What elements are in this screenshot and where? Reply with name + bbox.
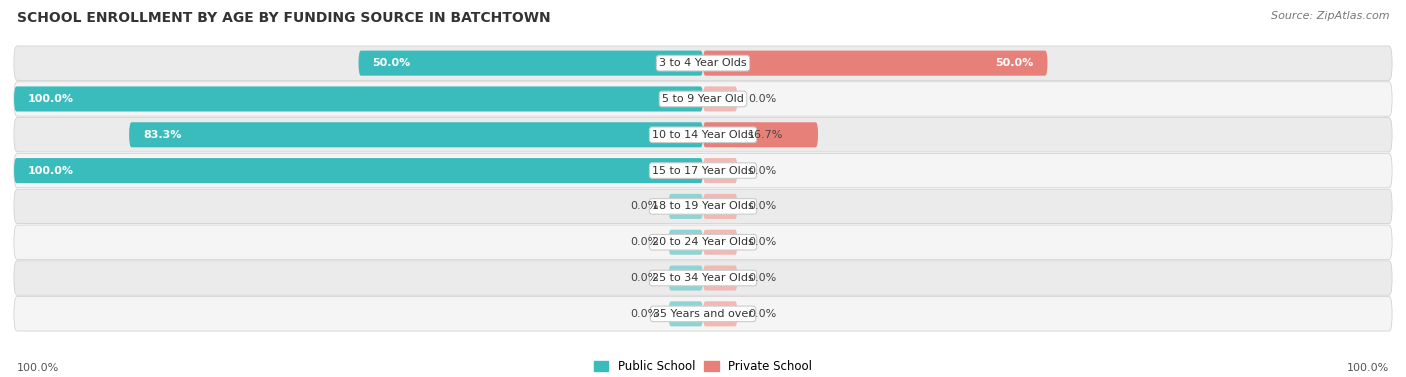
FancyBboxPatch shape <box>703 51 1047 76</box>
FancyBboxPatch shape <box>14 297 1392 331</box>
Text: 0.0%: 0.0% <box>748 94 776 104</box>
FancyBboxPatch shape <box>14 153 1392 188</box>
FancyBboxPatch shape <box>703 194 738 219</box>
Text: 3 to 4 Year Olds: 3 to 4 Year Olds <box>659 58 747 68</box>
FancyBboxPatch shape <box>703 122 818 147</box>
Text: 25 to 34 Year Olds: 25 to 34 Year Olds <box>652 273 754 283</box>
FancyBboxPatch shape <box>703 265 738 291</box>
Text: 10 to 14 Year Olds: 10 to 14 Year Olds <box>652 130 754 140</box>
Text: 15 to 17 Year Olds: 15 to 17 Year Olds <box>652 166 754 176</box>
FancyBboxPatch shape <box>669 301 703 326</box>
FancyBboxPatch shape <box>14 46 1392 80</box>
FancyBboxPatch shape <box>14 225 1392 259</box>
Text: 100.0%: 100.0% <box>1347 363 1389 373</box>
Text: 50.0%: 50.0% <box>995 58 1033 68</box>
Text: 100.0%: 100.0% <box>28 166 75 176</box>
Text: 100.0%: 100.0% <box>28 94 75 104</box>
Text: 0.0%: 0.0% <box>748 201 776 211</box>
FancyBboxPatch shape <box>703 86 738 112</box>
Text: SCHOOL ENROLLMENT BY AGE BY FUNDING SOURCE IN BATCHTOWN: SCHOOL ENROLLMENT BY AGE BY FUNDING SOUR… <box>17 11 551 25</box>
FancyBboxPatch shape <box>129 122 703 147</box>
Text: 0.0%: 0.0% <box>748 309 776 319</box>
Text: 0.0%: 0.0% <box>748 237 776 247</box>
FancyBboxPatch shape <box>703 158 738 183</box>
Text: 0.0%: 0.0% <box>630 309 658 319</box>
FancyBboxPatch shape <box>703 301 738 326</box>
Text: 0.0%: 0.0% <box>630 237 658 247</box>
Text: 100.0%: 100.0% <box>17 363 59 373</box>
FancyBboxPatch shape <box>669 230 703 255</box>
Text: 0.0%: 0.0% <box>630 273 658 283</box>
Text: Source: ZipAtlas.com: Source: ZipAtlas.com <box>1271 11 1389 21</box>
Text: 5 to 9 Year Old: 5 to 9 Year Old <box>662 94 744 104</box>
FancyBboxPatch shape <box>14 261 1392 295</box>
FancyBboxPatch shape <box>703 230 738 255</box>
FancyBboxPatch shape <box>14 189 1392 224</box>
Text: 18 to 19 Year Olds: 18 to 19 Year Olds <box>652 201 754 211</box>
FancyBboxPatch shape <box>359 51 703 76</box>
Text: 0.0%: 0.0% <box>748 273 776 283</box>
Text: 0.0%: 0.0% <box>748 166 776 176</box>
Text: 0.0%: 0.0% <box>630 201 658 211</box>
Text: 83.3%: 83.3% <box>143 130 181 140</box>
Text: 50.0%: 50.0% <box>373 58 411 68</box>
FancyBboxPatch shape <box>14 82 1392 116</box>
Text: 35 Years and over: 35 Years and over <box>652 309 754 319</box>
FancyBboxPatch shape <box>14 86 703 112</box>
Text: 20 to 24 Year Olds: 20 to 24 Year Olds <box>652 237 754 247</box>
FancyBboxPatch shape <box>14 158 703 183</box>
FancyBboxPatch shape <box>669 265 703 291</box>
Text: 16.7%: 16.7% <box>748 130 783 140</box>
FancyBboxPatch shape <box>14 118 1392 152</box>
FancyBboxPatch shape <box>669 194 703 219</box>
Legend: Public School, Private School: Public School, Private School <box>589 355 817 377</box>
